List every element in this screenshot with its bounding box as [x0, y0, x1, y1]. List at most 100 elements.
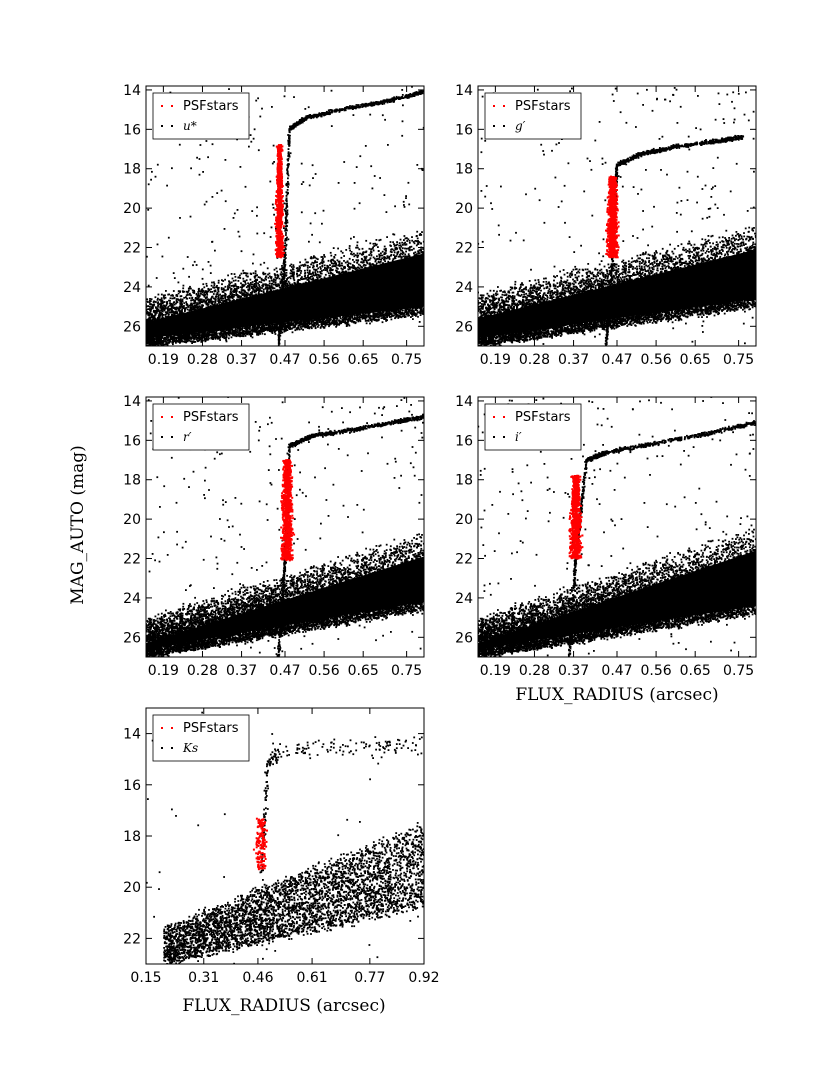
source-point: [292, 264, 295, 267]
source-point: [327, 259, 330, 262]
source-point: [211, 281, 213, 284]
source-point: [238, 295, 241, 297]
source-point: [178, 338, 180, 341]
source-point: [378, 256, 381, 258]
source-point: [234, 284, 237, 287]
source-point: [382, 317, 384, 319]
source-point: [391, 259, 394, 262]
source-point: [232, 279, 235, 282]
source-point: [358, 267, 361, 270]
source-point: [361, 266, 363, 269]
source-point: [265, 324, 268, 327]
source-point: [157, 297, 159, 300]
source-point: [278, 277, 281, 280]
source-point: [292, 326, 295, 329]
source-point: [177, 290, 180, 292]
source-point: [191, 308, 194, 311]
source-point: [314, 271, 317, 274]
source-point: [394, 247, 397, 249]
source-point: [349, 249, 351, 252]
source-point: [303, 275, 306, 278]
source-point: [357, 254, 360, 257]
source-point: [317, 267, 320, 270]
source-point: [314, 256, 316, 259]
source-point: [368, 316, 371, 319]
source-point: [384, 249, 387, 252]
source-point: [362, 261, 365, 263]
source-point: [225, 339, 227, 341]
source-point: [374, 260, 377, 263]
source-point: [319, 327, 322, 329]
source-point: [187, 290, 189, 293]
source-point: [148, 343, 151, 346]
source-point: [259, 289, 262, 292]
source-point: [356, 256, 359, 259]
source-point: [205, 285, 208, 287]
source-point: [220, 297, 223, 300]
source-point: [319, 268, 322, 270]
source-point: [237, 280, 240, 282]
source-point: [313, 268, 315, 271]
source-point: [300, 278, 303, 281]
source-point: [242, 269, 245, 272]
source-point: [197, 303, 199, 306]
source-point: [268, 328, 271, 331]
source-point: [212, 293, 215, 295]
source-point: [231, 297, 234, 300]
source-point: [148, 317, 151, 319]
source-point: [235, 285, 238, 288]
source-point: [304, 324, 306, 327]
source-point: [224, 285, 227, 288]
source-point: [404, 253, 407, 256]
source-point: [280, 330, 283, 333]
source-point: [289, 285, 291, 288]
source-point: [384, 252, 387, 255]
source-point: [314, 260, 317, 262]
source-point: [247, 282, 249, 285]
source-point: [311, 261, 314, 264]
source-point: [239, 332, 242, 335]
source-point: [291, 271, 294, 274]
source-point: [330, 267, 332, 270]
source-point: [404, 315, 407, 318]
source-point: [353, 255, 356, 258]
source-point: [171, 307, 173, 309]
source-point: [240, 282, 242, 285]
source-point: [376, 258, 378, 260]
source-point: [289, 328, 291, 330]
source-point: [185, 336, 188, 339]
source-point: [312, 262, 315, 264]
source-point: [412, 241, 415, 243]
source-point: [206, 304, 209, 306]
source-point: [414, 312, 417, 315]
source-point: [298, 324, 301, 327]
source-point: [399, 313, 402, 316]
source-point: [271, 286, 274, 289]
source-point: [252, 326, 255, 329]
source-point: [168, 299, 170, 302]
source-point: [358, 315, 361, 318]
source-point: [194, 301, 196, 304]
source-point: [292, 266, 295, 268]
source-point: [222, 287, 225, 290]
source-point: [149, 299, 151, 302]
source-point: [290, 263, 293, 266]
source-point: [298, 279, 301, 281]
source-point: [393, 233, 396, 236]
source-point: [320, 256, 323, 258]
source-point: [323, 276, 326, 279]
source-point: [316, 258, 319, 261]
source-point: [244, 280, 246, 283]
source-point: [399, 238, 402, 241]
source-point: [214, 335, 217, 338]
source-point: [312, 319, 314, 322]
source-point: [389, 241, 392, 243]
source-point: [255, 290, 257, 293]
source-point: [230, 281, 233, 284]
source-point: [252, 329, 255, 331]
source-point: [256, 274, 258, 277]
source-point: [189, 292, 191, 295]
source-point: [306, 279, 309, 281]
source-point: [420, 308, 422, 311]
